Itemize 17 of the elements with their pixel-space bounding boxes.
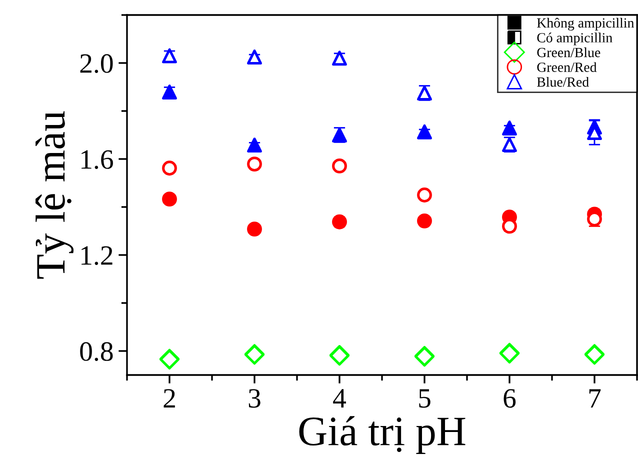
- y-tick-label: 2.0: [80, 54, 113, 74]
- legend-label: Green/Red: [537, 62, 597, 72]
- y-tick-label: 1.2: [82, 246, 112, 266]
- annotation: Có ampicillin: [537, 32, 612, 46]
- annotation: Không ampicillin: [537, 18, 634, 30]
- x-tick-label: 2: [164, 389, 175, 408]
- x-tick-label: 5: [419, 389, 430, 408]
- x-axis-title: Giá trị pH: [299, 416, 466, 454]
- x-tick-label: 3: [248, 389, 260, 408]
- y-tick-label: 0.8: [80, 342, 113, 362]
- y-axis-title: Tỷ lệ màu: [36, 111, 74, 279]
- x-tick-label: 4: [333, 389, 346, 408]
- x-tick-label: 6: [504, 389, 516, 408]
- legend-label: Green/Blue: [537, 47, 600, 58]
- legend-label: Blue/Red: [537, 76, 589, 87]
- x-tick-label: 7: [589, 389, 601, 408]
- y-tick-label: 1.6: [82, 150, 113, 170]
